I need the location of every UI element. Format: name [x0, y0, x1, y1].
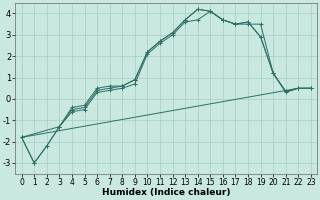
X-axis label: Humidex (Indice chaleur): Humidex (Indice chaleur): [102, 188, 230, 197]
